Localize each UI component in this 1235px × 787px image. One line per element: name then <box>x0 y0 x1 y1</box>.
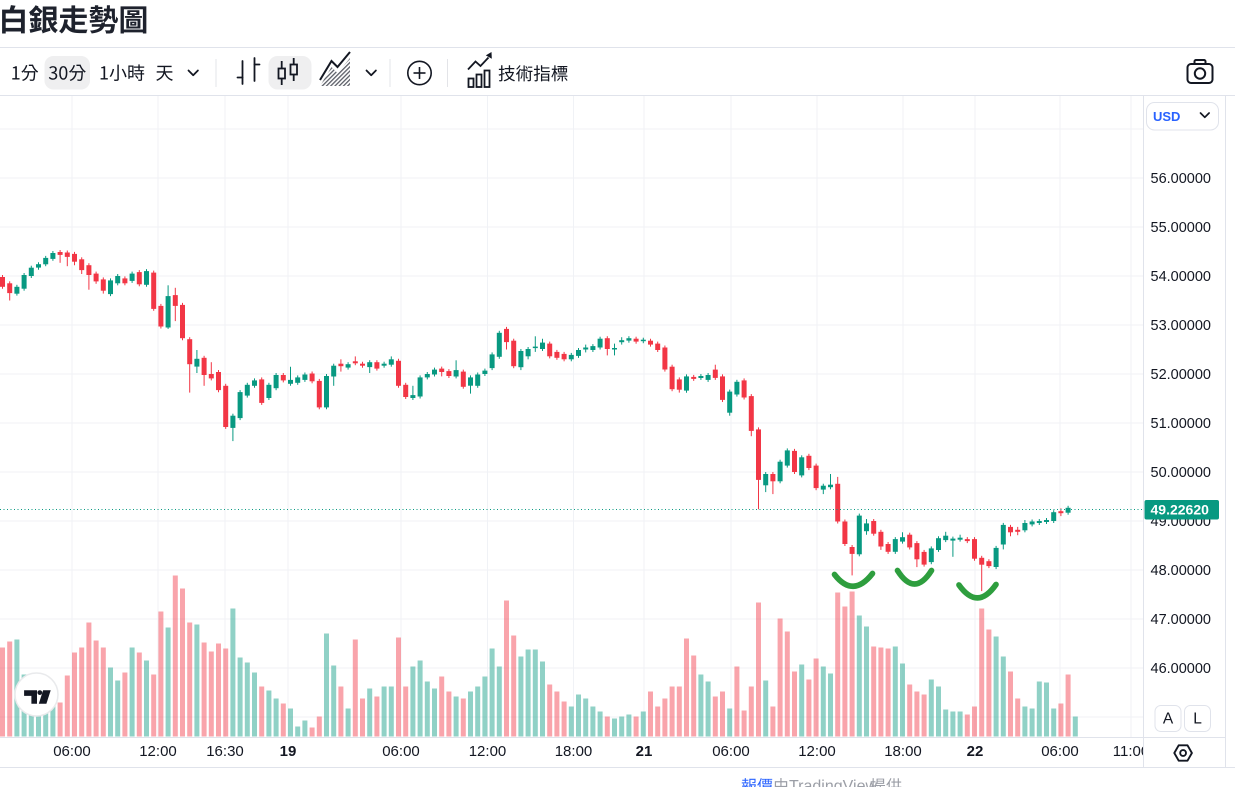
svg-text:USD: USD <box>1153 109 1180 124</box>
svg-text:19: 19 <box>280 743 297 760</box>
svg-text:16:30: 16:30 <box>206 743 244 760</box>
svg-text:21: 21 <box>636 743 653 760</box>
svg-text:55.00000: 55.00000 <box>1151 220 1211 236</box>
svg-text:56.00000: 56.00000 <box>1151 171 1211 187</box>
svg-text:06:00: 06:00 <box>712 743 750 760</box>
svg-text:18:00: 18:00 <box>884 743 922 760</box>
svg-text:48.00000: 48.00000 <box>1151 563 1211 579</box>
svg-text:06:00: 06:00 <box>53 743 91 760</box>
svg-text:49.22620: 49.22620 <box>1151 502 1210 518</box>
svg-text:11:00: 11:00 <box>1113 743 1149 760</box>
svg-text:52.00000: 52.00000 <box>1151 367 1211 383</box>
svg-text:TradingView: TradingView <box>789 778 877 787</box>
svg-text:22: 22 <box>967 743 984 760</box>
svg-text:18:00: 18:00 <box>555 743 593 760</box>
svg-text:47.00000: 47.00000 <box>1151 612 1211 628</box>
svg-text:51.00000: 51.00000 <box>1151 416 1211 432</box>
svg-text:54.00000: 54.00000 <box>1151 269 1211 285</box>
svg-text:06:00: 06:00 <box>382 743 420 760</box>
svg-text:53.00000: 53.00000 <box>1151 318 1211 334</box>
svg-text:L: L <box>1193 711 1202 728</box>
svg-text:12:00: 12:00 <box>798 743 836 760</box>
svg-text:50.00000: 50.00000 <box>1151 465 1211 481</box>
svg-text:46.00000: 46.00000 <box>1151 661 1211 677</box>
svg-text:12:00: 12:00 <box>139 743 177 760</box>
svg-text:06:00: 06:00 <box>1041 743 1079 760</box>
svg-text:A: A <box>1163 711 1174 728</box>
svg-text:12:00: 12:00 <box>469 743 507 760</box>
